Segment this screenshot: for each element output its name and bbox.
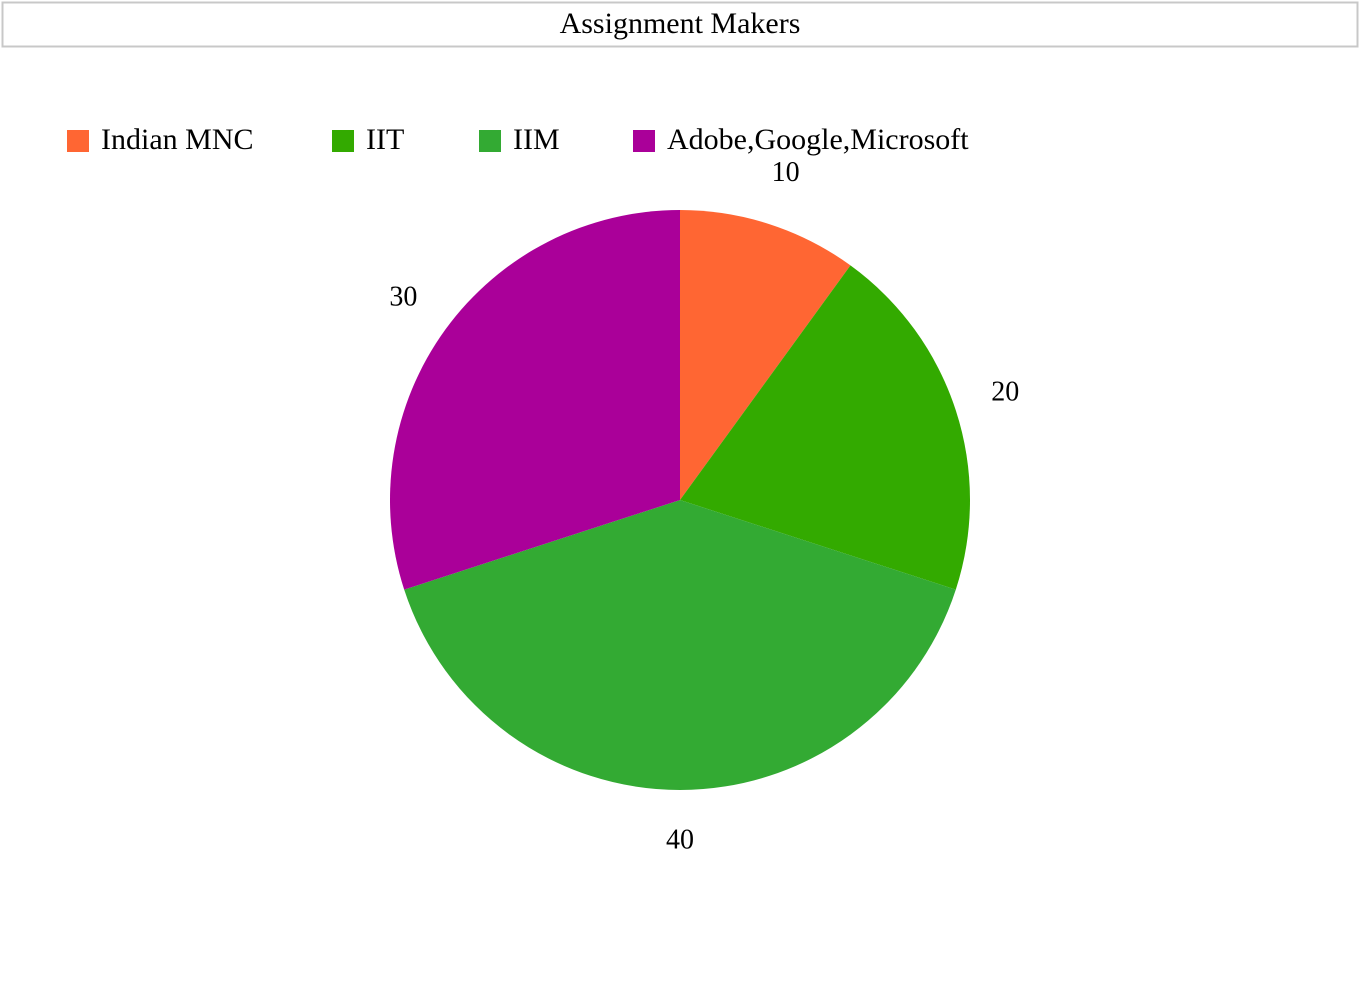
legend-swatch <box>633 130 655 152</box>
pie-slice <box>680 210 851 500</box>
data-label: 10 <box>772 157 800 188</box>
data-label: 40 <box>666 824 694 855</box>
legend-label: Indian MNC <box>101 123 254 156</box>
pie-slice <box>404 500 956 790</box>
legend-swatch <box>67 130 89 152</box>
data-label: 20 <box>991 377 1019 408</box>
legend-swatch <box>479 130 501 152</box>
chart-title: Assignment Makers <box>560 7 801 40</box>
pie-slice <box>389 210 680 590</box>
title-box <box>1 1 1359 48</box>
legend-label: IIM <box>513 123 560 156</box>
legend-swatch <box>332 130 354 152</box>
legend-label: Adobe,Google,Microsoft <box>667 123 969 156</box>
legend-label: IIT <box>366 123 404 156</box>
pie-slice <box>680 265 970 590</box>
data-label: 30 <box>389 281 417 312</box>
